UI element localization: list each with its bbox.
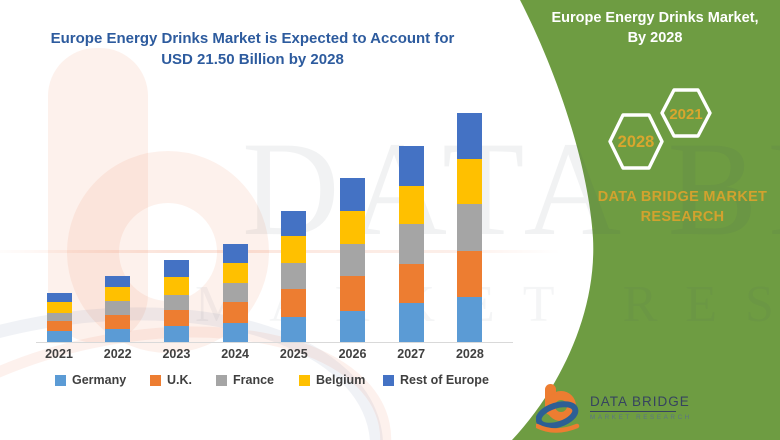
bar-2022: [105, 276, 131, 342]
bar-2025-segment-u-k: [281, 289, 307, 317]
bar-2022-segment-u-k: [105, 315, 131, 330]
brand-text-line1: DATA BRIDGE MARKET: [597, 189, 768, 205]
x-axis-line: [36, 342, 513, 343]
bar-2027-segment-rest-of-europe: [398, 146, 424, 186]
bar-2021: [46, 293, 72, 342]
bar-2021-segment-rest-of-europe: [46, 293, 72, 303]
bar-2026-segment-france: [340, 243, 365, 277]
bar-2028-segment-rest-of-europe: [457, 113, 483, 159]
bar-2025-segment-rest-of-europe: [281, 211, 307, 237]
bar-2022-segment-germany: [105, 329, 131, 342]
hexagon-2028-badge: 2028: [608, 113, 664, 170]
bar-2024-segment-u-k: [222, 301, 248, 324]
bar-2023-segment-france: [163, 295, 189, 310]
bar-2025-segment-germany: [281, 317, 307, 342]
bar-2024-segment-germany: [222, 323, 248, 342]
bar-2022-segment-rest-of-europe: [105, 276, 131, 288]
bar-2026-segment-belgium: [340, 211, 365, 244]
bar-2021-segment-germany: [46, 330, 72, 342]
bar-2027-segment-france: [398, 224, 424, 264]
hexagon-2021-label: 2021: [669, 106, 702, 123]
x-axis-label-2025: 2025: [279, 347, 308, 361]
logo-text-block: DATA BRIDGE MARKET RESEARCH: [590, 394, 692, 421]
logo-underline: [590, 411, 676, 412]
brand-text: DATA BRIDGE MARKET RESEARCH: [575, 187, 780, 227]
bar-2025-segment-belgium: [281, 236, 307, 264]
bar-2023-segment-u-k: [163, 310, 189, 326]
bar-2027-segment-belgium: [398, 185, 424, 225]
bar-2028-segment-germany: [457, 296, 483, 342]
hexagon-2021-badge: 2021: [660, 88, 712, 138]
bar-2028: [457, 113, 483, 342]
x-axis-label-2027: 2027: [397, 347, 426, 361]
chart-title: Europe Energy Drinks Market is Expected …: [5, 28, 500, 70]
bar-2025: [281, 211, 307, 342]
bar-2026: [340, 178, 365, 342]
bar-2023-segment-germany: [163, 326, 189, 342]
x-axis-label-2028: 2028: [455, 347, 484, 361]
bar-2025-segment-france: [281, 263, 307, 290]
bar-2021-segment-france: [46, 313, 72, 322]
bar-2022-segment-france: [105, 301, 131, 316]
bar-2023: [163, 260, 189, 342]
bar-2026-segment-u-k: [340, 276, 365, 312]
bar-2028-segment-belgium: [457, 158, 483, 205]
bar-2024: [222, 244, 248, 342]
x-axis-label-2024: 2024: [221, 347, 249, 361]
bar-2027-segment-germany: [398, 303, 424, 342]
bar-2023-segment-belgium: [163, 277, 189, 296]
bar-2028-segment-u-k: [457, 251, 483, 297]
bar-2022-segment-belgium: [105, 287, 131, 302]
x-axis-label-2026: 2026: [338, 347, 367, 361]
brand-text-line2: RESEARCH: [640, 209, 725, 225]
hexagon-2028-label: 2028: [618, 133, 655, 151]
x-axis-label-2022: 2022: [103, 347, 132, 361]
logo-subtitle: MARKET RESEARCH: [590, 414, 692, 421]
bar-2021-segment-u-k: [46, 321, 72, 331]
bar-2024-segment-france: [222, 282, 248, 302]
bar-2026-segment-germany: [340, 311, 365, 342]
chart-title-line2: USD 21.50 Billion by 2028: [161, 51, 344, 68]
side-panel-title: Europe Energy Drinks Market, By 2028: [535, 8, 775, 48]
chart-title-line1: Europe Energy Drinks Market is Expected …: [50, 30, 455, 47]
bar-2027: [398, 146, 424, 342]
data-bridge-logo-icon: [536, 384, 580, 433]
logo-name: DATA BRIDGE: [590, 394, 690, 409]
bar-2021-segment-belgium: [46, 302, 72, 314]
hexagon-badges: 2021 2028: [608, 88, 712, 170]
bar-2023-segment-rest-of-europe: [163, 260, 189, 278]
bar-2028-segment-france: [457, 204, 483, 252]
x-axis-label-2023: 2023: [162, 347, 191, 361]
bar-2024-segment-rest-of-europe: [222, 244, 248, 264]
side-panel-title-line2: By 2028: [627, 30, 683, 46]
bar-2026-segment-rest-of-europe: [340, 178, 365, 212]
bar-2027-segment-u-k: [398, 263, 424, 304]
x-axis-label-2021: 2021: [45, 347, 73, 361]
bar-2024-segment-belgium: [222, 263, 248, 283]
side-panel-title-line1: Europe Energy Drinks Market,: [551, 10, 759, 26]
